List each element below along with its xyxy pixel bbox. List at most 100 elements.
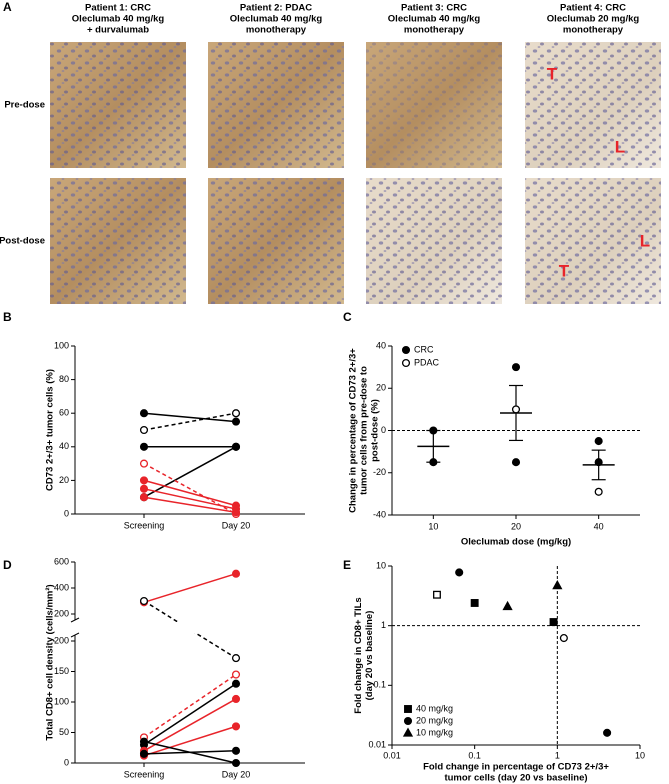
column-header: Patient 4: CRC — [560, 3, 626, 14]
point — [470, 599, 479, 607]
point — [139, 493, 149, 502]
point — [603, 728, 612, 737]
y-tick-label: 0.1 — [373, 680, 386, 690]
point — [231, 746, 241, 755]
column-header: Patient 1: CRC — [85, 3, 151, 14]
paired-line — [143, 412, 237, 431]
y-tick-label: 150 — [54, 666, 69, 676]
paired-line — [143, 496, 237, 514]
y-tick-label: 0 — [381, 425, 386, 435]
y-tick-label: 20 — [376, 383, 386, 393]
panel-label: D — [3, 558, 12, 572]
paired-line — [143, 740, 237, 764]
y-tick-label: 40 — [376, 340, 386, 350]
paired-line — [143, 488, 237, 510]
point — [433, 590, 441, 599]
point — [139, 409, 149, 418]
point — [404, 705, 412, 713]
y-tick-label: 1 — [381, 620, 386, 630]
point — [139, 425, 149, 435]
point — [139, 476, 149, 485]
column-header: Oleclumab 40 mg/kg — [72, 14, 165, 25]
axis-title: (day 20 vs baseline) — [364, 611, 375, 701]
point — [231, 417, 241, 426]
paired-line — [143, 683, 237, 746]
x-tick-label: 20 — [511, 521, 521, 531]
annotation: L — [615, 137, 625, 156]
y-tick-label: 0 — [64, 757, 69, 767]
annotation: T — [559, 261, 570, 280]
tissue-nuclei — [366, 178, 502, 304]
x-tick-label: Screening — [124, 769, 165, 779]
x-tick-label: 40 — [594, 521, 604, 531]
point — [139, 459, 149, 468]
axis-title: post-dose (%) — [370, 399, 381, 462]
point — [231, 670, 241, 679]
axis-title: Fold change in percentage of CD73 2+/3+ — [423, 762, 609, 773]
point — [559, 634, 568, 643]
point — [231, 409, 241, 418]
point — [502, 600, 513, 611]
point — [231, 694, 241, 703]
point — [594, 487, 603, 496]
axis-title: Oleclumab dose (mg/kg) — [461, 537, 571, 548]
point — [511, 405, 521, 414]
row-label: Post-dose — [0, 236, 45, 247]
axis-title: Total CD8+ cell density (cells/mm²) — [45, 584, 56, 740]
y-tick-label: 0.01 — [368, 739, 386, 749]
axis-title: Change in percentage of CD73 2+/3+ — [348, 348, 359, 513]
x-tick-label: 10 — [635, 750, 645, 760]
panel-label: C — [343, 310, 352, 324]
row-label: Pre-dose — [4, 100, 45, 111]
point — [552, 580, 563, 590]
point — [455, 568, 464, 577]
tissue-nuclei — [208, 42, 344, 168]
y-tick-label: 20 — [59, 475, 69, 485]
panel-label: B — [3, 310, 12, 324]
tissue-nuclei — [208, 178, 344, 304]
y-tick-label: 600 — [54, 556, 69, 566]
point — [231, 679, 241, 688]
y-tick-label: 10 — [376, 560, 386, 570]
tissue-nuclei — [525, 178, 661, 304]
x-tick-label: Day 20 — [222, 769, 251, 779]
paired-line — [143, 412, 237, 423]
x-tick-label: 0.1 — [468, 750, 481, 760]
axis-title: tumor cells (day 20 vs baseline) — [444, 773, 587, 784]
point — [231, 654, 241, 663]
point — [231, 569, 241, 578]
paired-line — [143, 673, 237, 738]
y-tick-label: 100 — [54, 340, 69, 350]
point — [403, 716, 413, 726]
point — [139, 749, 149, 758]
point — [231, 442, 241, 451]
axis-title: CD73 2+/3+ tumor cells (%) — [45, 369, 56, 491]
point — [231, 722, 241, 731]
legend-label: PDAC — [414, 357, 440, 367]
point — [402, 727, 414, 737]
axis-break — [70, 632, 80, 638]
x-tick-label: Day 20 — [222, 520, 251, 530]
point — [231, 508, 241, 517]
y-tick-label: 200 — [54, 635, 69, 645]
column-header: monotherapy — [246, 25, 307, 36]
x-tick-label: 10 — [428, 521, 438, 531]
y-tick-label: 200 — [54, 608, 69, 618]
paired-line — [143, 725, 237, 757]
legend-label: CRC — [414, 344, 434, 354]
tissue-nuclei — [50, 178, 186, 304]
legend-label: 20 mg/kg — [416, 715, 453, 725]
annotation: T — [547, 64, 558, 83]
column-header: Oleclumab 40 mg/kg — [230, 14, 323, 25]
point — [139, 737, 149, 746]
y-tick-label: 100 — [54, 696, 69, 706]
annotation: L — [640, 231, 650, 250]
break-gap — [162, 622, 204, 633]
panel-label: E — [343, 558, 351, 572]
x-tick-label: Screening — [124, 520, 165, 530]
y-tick-label: 50 — [59, 727, 69, 737]
axis-break — [70, 617, 80, 623]
point — [511, 363, 521, 372]
point — [511, 458, 521, 467]
